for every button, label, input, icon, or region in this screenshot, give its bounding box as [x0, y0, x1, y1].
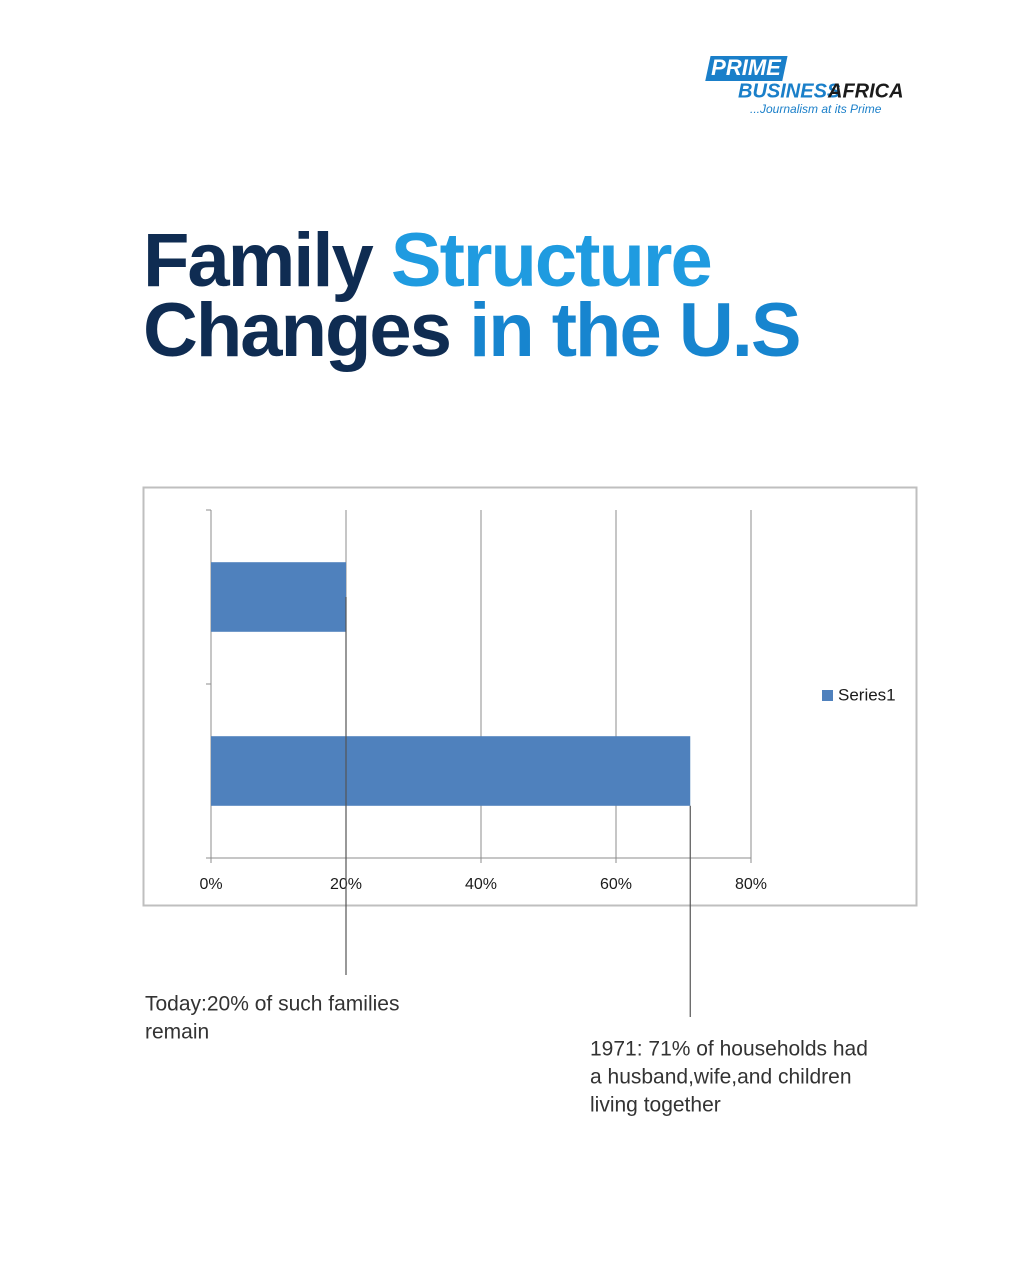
annotation-text: 1971: 71% of households had: [590, 1038, 868, 1061]
title-segment: Structure: [391, 218, 711, 303]
annotation-text: remain: [145, 1021, 209, 1044]
logo-tagline: ...Journalism at its Prime: [750, 102, 882, 116]
annotation-text: a husband,wife,and children: [590, 1066, 852, 1089]
x-tick-label: 40%: [465, 876, 497, 893]
title-segment: Changes: [143, 288, 450, 373]
annotation-text: Today:20% of such families: [145, 993, 399, 1016]
bar: [211, 562, 346, 632]
logo-prime: PRIME: [711, 55, 782, 80]
annotation-text: living together: [590, 1094, 721, 1117]
x-tick-label: 60%: [600, 876, 632, 893]
logo-africa: AFRICA: [827, 80, 904, 102]
logo-box: [705, 56, 788, 81]
bar: [211, 736, 691, 806]
title-segment: in the U.S: [469, 288, 799, 373]
legend-swatch: [822, 690, 833, 701]
chart-title: Changes in the U.S: [143, 288, 800, 373]
chart-frame: [142, 486, 918, 907]
chart-title: Family Structure: [143, 218, 711, 303]
title-segment: Family: [143, 218, 373, 303]
legend-label: Series1: [838, 685, 896, 704]
x-tick-label: 0%: [199, 876, 222, 893]
logo-business: BUSINESS: [738, 80, 841, 102]
x-tick-label: 80%: [735, 876, 767, 893]
